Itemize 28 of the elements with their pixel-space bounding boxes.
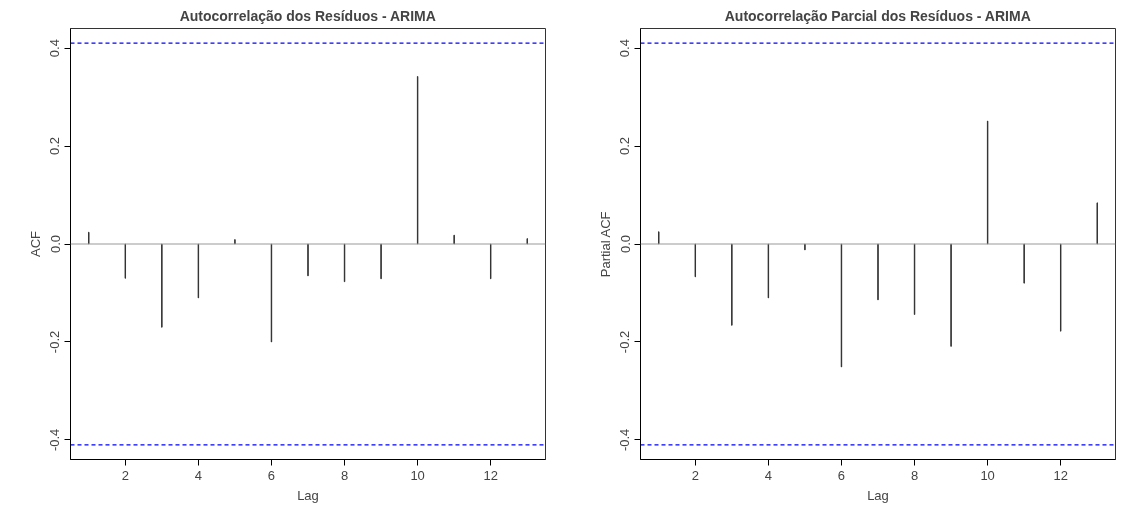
x-tick-label: 12 <box>1053 467 1068 483</box>
x-tick-label: 4 <box>194 467 202 483</box>
y-tick-label: 0.2 <box>617 137 633 156</box>
y-tick-label: 0.2 <box>47 137 63 156</box>
y-tick-label: 0.4 <box>47 39 63 58</box>
x-tick-label: 2 <box>691 467 699 483</box>
y-tick-label: -0.4 <box>617 428 633 452</box>
chart-title: Autocorrelação dos Resíduos - ARIMA <box>179 7 436 24</box>
x-tick-label: 8 <box>340 467 349 483</box>
y-tick-label: -0.2 <box>617 330 633 354</box>
x-tick-label: 6 <box>837 467 846 483</box>
y-tick-label: 0.0 <box>47 234 63 254</box>
x-tick-label: 4 <box>764 467 772 483</box>
x-tick-label: 2 <box>121 467 129 483</box>
x-tick-label: 10 <box>410 467 425 483</box>
y-tick-label: 0.4 <box>617 39 633 58</box>
x-tick-label: 10 <box>980 467 995 483</box>
y-tick-label: 0.0 <box>617 234 633 254</box>
y-axis-title: Partial ACF <box>597 211 613 278</box>
x-axis-title: Lag <box>867 487 889 503</box>
x-axis-title: Lag <box>297 487 319 503</box>
chart-title: Autocorrelação Parcial dos Resíduos - ARIMA <box>724 7 1031 24</box>
x-tick-label: 12 <box>483 467 498 483</box>
y-tick-label: -0.4 <box>47 428 63 452</box>
y-tick-label: -0.2 <box>47 330 63 354</box>
x-tick-label: 8 <box>910 467 919 483</box>
x-tick-label: 6 <box>267 467 276 483</box>
y-axis-title: ACF <box>27 230 43 257</box>
